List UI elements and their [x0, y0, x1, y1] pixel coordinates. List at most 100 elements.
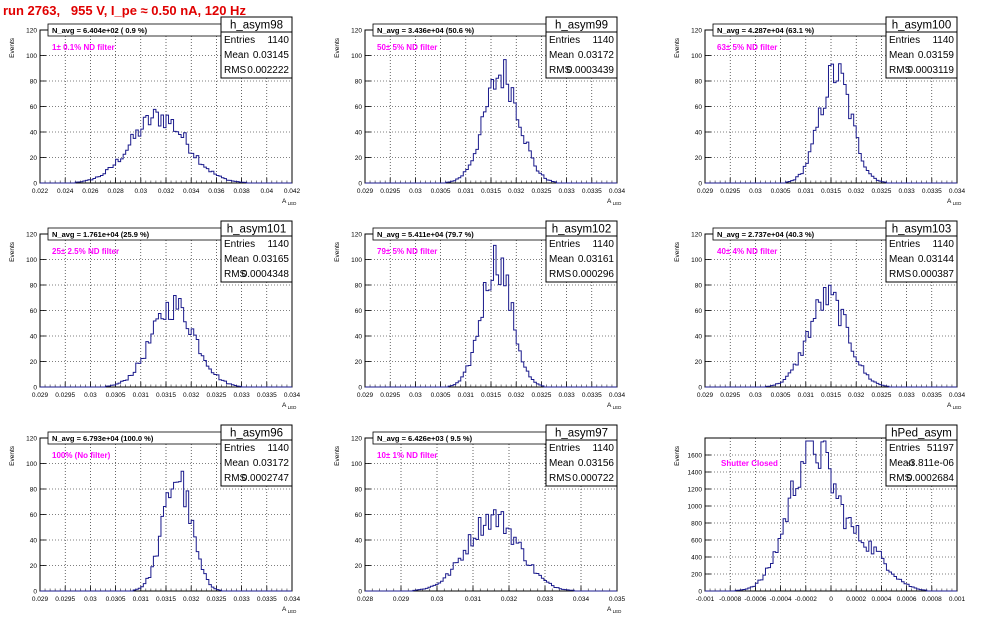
chart-1-ytick-label: 0: [358, 181, 362, 188]
chart-8-xtick-label: 0: [829, 596, 833, 603]
chart-7-hist-name: h_asym97: [555, 428, 608, 440]
chart-2-xlabel: A LED: [947, 198, 962, 206]
chart-0-xtick-label: 0.024: [57, 188, 74, 195]
chart-4-xtick-label: 0.0295: [380, 392, 400, 399]
chart-6-stat-value: 0.03172: [253, 458, 290, 469]
chart-4-ytick-label: 80: [355, 283, 363, 290]
chart-0-ytick-label: 60: [30, 104, 38, 111]
chart-8-stat-value: 0.0002684: [907, 473, 955, 484]
chart-8-ytick-label: 400: [691, 555, 702, 562]
chart-3-xtick-label: 0.029: [32, 392, 49, 399]
chart-3-stat-label: Entries: [224, 239, 255, 250]
chart-3-stat-label: RMS: [224, 269, 247, 280]
chart-5-stat-label: Entries: [889, 239, 920, 250]
chart-6-xtick-label: 0.029: [32, 596, 49, 603]
chart-2-ytick-label: 60: [695, 104, 703, 111]
chart-5-xtick-label: 0.033: [898, 392, 915, 399]
chart-1-stat-label: RMS: [549, 65, 572, 76]
chart-3-xtick-label: 0.032: [183, 392, 200, 399]
chart-8-hist-name: hPed_asym: [891, 428, 952, 440]
chart-6-stat-label: Mean: [224, 458, 249, 469]
chart-1-stat-label: Mean: [549, 50, 574, 61]
chart-1-navg: N_avg = 3.436e+04 (50.6 %): [377, 26, 475, 35]
chart-5-xtick-label: 0.0315: [821, 392, 841, 399]
chart-5-ytick-label: 60: [695, 308, 703, 315]
chart-6-xtick-label: 0.034: [284, 596, 301, 603]
chart-3-ytick-label: 100: [26, 257, 37, 264]
chart-1-xtick-label: 0.0305: [431, 188, 451, 195]
chart-4-xtick-label: 0.0315: [481, 392, 501, 399]
chart-2-xtick-label: 0.033: [898, 188, 915, 195]
chart-3-ylabel: Events: [9, 241, 16, 262]
chart-6-xlabel: A LED: [282, 606, 297, 614]
chart-4-ytick-label: 0: [358, 385, 362, 392]
chart-1-ytick-label: 40: [355, 130, 363, 137]
chart-4-hist-name: h_asym102: [552, 224, 611, 236]
chart-2-xtick-label: 0.03: [749, 188, 762, 195]
chart-7-stat-value: 0.000722: [572, 473, 614, 484]
chart-2-xtick-label: 0.0315: [821, 188, 841, 195]
chart-4-stat-value: 0.000296: [572, 269, 614, 280]
chart-1-stat-value: 0.0003439: [567, 65, 615, 76]
chart-3-xtick-label: 0.033: [233, 392, 250, 399]
chart-6-xtick-label: 0.033: [233, 596, 250, 603]
chart-5-stat-label: Mean: [889, 254, 914, 265]
chart-7-histogram-line: [365, 509, 617, 592]
chart-6-filter-label: 100% (No filter): [52, 451, 111, 460]
chart-1-xtick-label: 0.029: [357, 188, 374, 195]
chart-3-stat-value: 1140: [267, 239, 289, 250]
chart-1-xlabel: A LED: [607, 198, 622, 206]
chart-7-xtick-label: 0.032: [501, 596, 518, 603]
chart-8-xtick-label: 0.0002: [846, 596, 866, 603]
chart-3-xtick-label: 0.03: [84, 392, 97, 399]
chart-5-xtick-label: 0.032: [848, 392, 865, 399]
chart-6-stat-value: 1140: [267, 443, 289, 454]
chart-1-xtick-label: 0.03: [409, 188, 422, 195]
chart-5-stat-label: RMS: [889, 269, 912, 280]
chart-6-stat-label: RMS: [224, 473, 247, 484]
chart-1-xtick-label: 0.0335: [582, 188, 602, 195]
chart-0-ytick-label: 0: [33, 181, 37, 188]
chart-7-stat-value: 0.03156: [578, 458, 615, 469]
chart-7-xtick-label: 0.034: [573, 596, 590, 603]
chart-7-ytick-label: 60: [355, 512, 363, 519]
chart-2-ytick-label: 120: [691, 28, 702, 35]
chart-4-xtick-label: 0.032: [508, 392, 525, 399]
chart-4-stat-value: 0.03161: [578, 254, 615, 265]
chart-6-stats-box: [220, 439, 293, 487]
chart-4-stat-label: RMS: [549, 269, 572, 280]
chart-4-navg: N_avg = 5.411e+04 (79.7 %): [377, 230, 474, 239]
chart-3-hist-name: h_asym101: [227, 224, 286, 236]
chart-4-stats-box: [545, 235, 618, 283]
chart-6-xtick-label: 0.0335: [257, 596, 277, 603]
chart-3-ytick-label: 20: [30, 359, 38, 366]
chart-7-stat-label: Mean: [549, 458, 574, 469]
chart-8-ytick-label: 1200: [688, 487, 703, 494]
chart-5-ytick-label: 80: [695, 283, 703, 290]
chart-5-xtick-label: 0.0295: [720, 392, 740, 399]
chart-6-xtick-label: 0.0295: [55, 596, 75, 603]
chart-7-navg: N_avg = 6.426e+03 ( 9.5 %): [377, 434, 473, 443]
chart-6-xtick-label: 0.03: [84, 596, 97, 603]
chart-3-filter-label: 25± 2.5% ND filter: [52, 247, 119, 256]
chart-8-xtick-label: -0.001: [696, 596, 715, 603]
chart-8-ytick-label: 800: [691, 521, 702, 528]
chart-1-ytick-label: 20: [355, 155, 363, 162]
chart-1-ytick-label: 120: [351, 28, 362, 35]
chart-2-navg: N_avg = 4.287e+04 (63.1 %): [717, 26, 815, 35]
chart-2-stat-label: RMS: [889, 65, 912, 76]
chart-8-stat-label: RMS: [889, 473, 912, 484]
chart-0-stats-box: [220, 31, 293, 79]
chart-1-hist-name: h_asym99: [555, 20, 608, 32]
chart-2-hist-name: h_asym100: [892, 20, 951, 32]
chart-8-ytick-label: 1600: [688, 453, 703, 460]
chart-2-xtick-label: 0.031: [798, 188, 815, 195]
chart-8-stats-box: [885, 439, 958, 487]
chart-5-ylabel: Events: [674, 241, 681, 262]
chart-6-ytick-label: 120: [26, 436, 37, 443]
chart-0-ytick-label: 100: [26, 53, 37, 60]
chart-1-ylabel: Events: [334, 37, 341, 58]
chart-4-xtick-label: 0.034: [609, 392, 626, 399]
chart-4-xtick-label: 0.03: [409, 392, 422, 399]
chart-4-xtick-label: 0.0325: [531, 392, 551, 399]
